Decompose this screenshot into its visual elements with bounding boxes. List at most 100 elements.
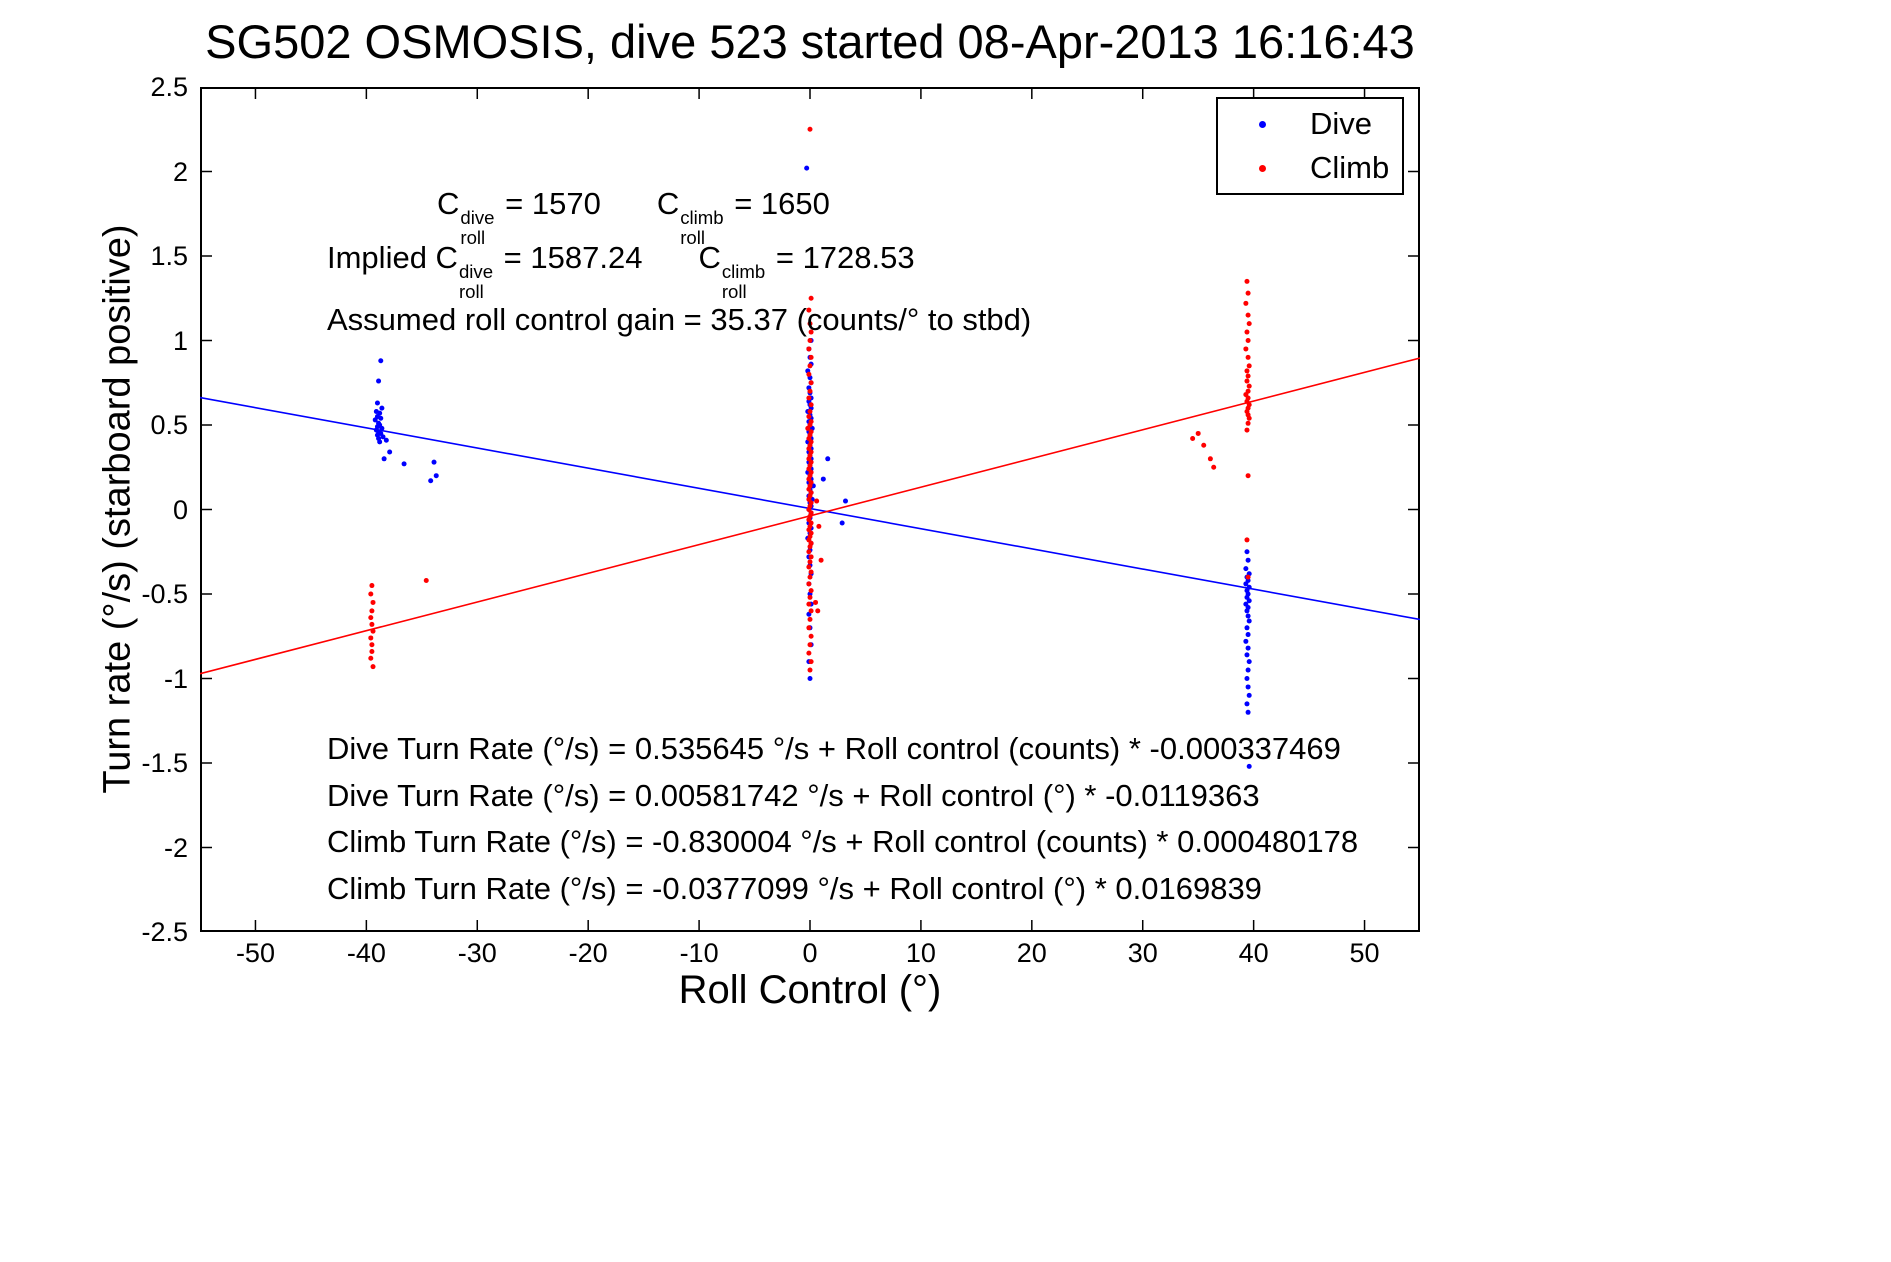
x-tick-label: 20: [1016, 938, 1047, 968]
dive-point: [1245, 709, 1251, 715]
climb-point: [806, 650, 812, 656]
y-tick-label: -1: [163, 663, 188, 694]
plot-area: [199, 86, 1421, 933]
climb-point: [1245, 290, 1251, 296]
climb-point: [807, 667, 813, 673]
climb-point: [368, 635, 374, 641]
climb-point: [1244, 329, 1250, 335]
dive-degrees-equation: Dive Turn Rate (°/s) = 0.00581742 °/s + …: [327, 777, 1260, 813]
climb-point: [1246, 321, 1252, 327]
climb-point: [1244, 537, 1250, 543]
climb-point: [807, 574, 813, 580]
legend-label-climb: Climb: [1310, 150, 1390, 185]
dive-point: [1246, 763, 1252, 769]
dive-point: [433, 473, 439, 479]
climb-point: [369, 621, 375, 627]
dive-point: [378, 415, 384, 421]
dive-point: [1244, 549, 1250, 555]
x-tick-label: -40: [346, 938, 386, 968]
c-symbol: C: [656, 186, 680, 221]
dive-marker-icon: [1259, 120, 1266, 128]
dive-point: [804, 165, 810, 171]
fit-equations: Dive Turn Rate (°/s) = 0.535645 °/s + Ro…: [327, 726, 1358, 912]
climb-point: [807, 388, 813, 394]
climb-point: [370, 628, 376, 634]
climb-point: [807, 594, 813, 600]
dive-point: [1245, 667, 1251, 673]
implied-climb-value: = 1728.53: [767, 240, 915, 275]
climb-marker-icon: [1259, 164, 1266, 172]
climb-point: [1244, 427, 1250, 433]
climb-point: [808, 588, 814, 594]
legend-item-dive: Dive: [1218, 102, 1402, 146]
dive-point: [1244, 652, 1250, 658]
dive-point: [1244, 608, 1250, 614]
legend-label-dive: Dive: [1310, 106, 1373, 141]
climb-point: [1246, 415, 1252, 421]
y-tick-label: 0.5: [150, 410, 188, 440]
dive-point: [1245, 684, 1251, 690]
climb-point: [1245, 373, 1251, 379]
climb-point: [808, 554, 814, 560]
dive-point: [1244, 701, 1250, 707]
climb-point: [808, 295, 814, 301]
climb-point: [805, 425, 811, 431]
climb-point: [806, 307, 812, 313]
dive-counts-equation: Dive Turn Rate (°/s) = 0.535645 °/s + Ro…: [327, 731, 1341, 766]
dive-point: [1246, 598, 1252, 604]
subscript-roll: roll: [721, 280, 747, 302]
plot-canvas: [199, 86, 1421, 933]
climb-point: [369, 583, 375, 589]
climb-point: [813, 599, 819, 605]
x-tick-label: 30: [1127, 938, 1158, 968]
y-tick-label: 1: [172, 325, 188, 356]
climb-point: [368, 591, 374, 597]
x-tick-label: -10: [679, 938, 719, 968]
climb-point: [1244, 368, 1250, 374]
dive-point: [431, 459, 437, 465]
climb-point: [1211, 464, 1217, 470]
implied-prefix: Implied: [327, 240, 436, 275]
climb-point: [1246, 383, 1252, 389]
dive-point: [1244, 625, 1250, 631]
subscript-roll: roll: [460, 226, 486, 248]
dive-point: [1246, 692, 1252, 698]
climb-point: [1245, 574, 1251, 580]
climb-point: [1245, 312, 1251, 318]
superscript-climb: climb: [680, 206, 724, 228]
climb-point: [806, 564, 812, 570]
climb-point: [369, 648, 375, 654]
y-tick-label: 0: [172, 494, 188, 525]
climb-point: [806, 549, 812, 555]
x-tick-label: 10: [905, 938, 936, 968]
dive-point: [839, 520, 845, 526]
climb-point: [807, 126, 813, 132]
dive-point: [383, 437, 389, 443]
c-symbol: C: [698, 240, 721, 275]
dive-point: [379, 405, 385, 411]
dive-point: [1243, 581, 1249, 587]
dive-point: [1244, 676, 1250, 681]
c-symbol: C: [435, 240, 458, 275]
dive-point: [842, 498, 848, 504]
dive-point: [1245, 613, 1251, 619]
climb-point: [370, 599, 376, 605]
climb-point: [1245, 354, 1251, 360]
y-tick-label: -2.5: [141, 917, 188, 947]
dive-point: [372, 417, 378, 423]
climb-point: [370, 664, 376, 670]
climb-point: [808, 329, 814, 335]
climb-point: [1243, 300, 1249, 306]
climb-point: [806, 414, 812, 420]
dive-point: [428, 478, 434, 484]
dive-point: [820, 476, 826, 482]
y-tick-label: 1.5: [150, 241, 188, 271]
x-tick-label: 50: [1349, 938, 1380, 968]
dive-point: [807, 676, 813, 681]
implied-dive-value: = 1587.24: [495, 240, 643, 275]
